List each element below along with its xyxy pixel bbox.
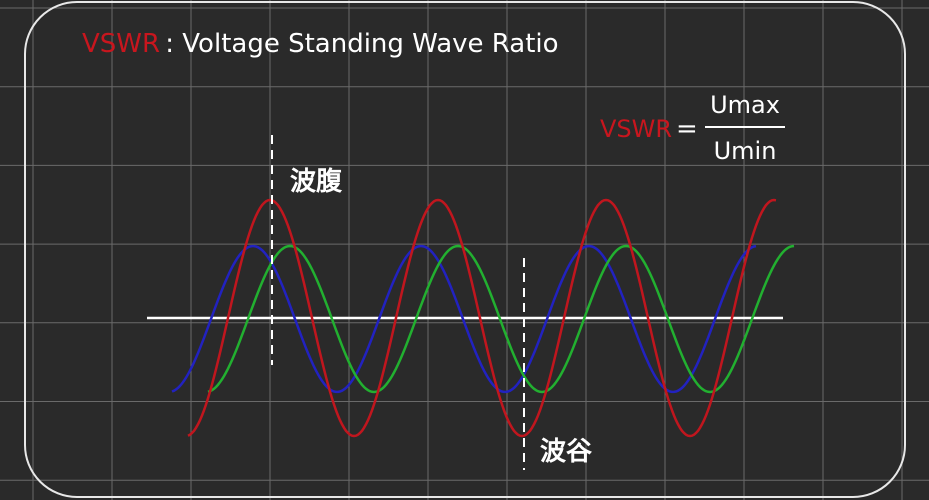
formula-denominator: Umin xyxy=(714,137,777,165)
formula-lhs: VSWR xyxy=(600,115,672,143)
wave xyxy=(207,244,795,394)
title: VSWR: Voltage Standing Wave Ratio xyxy=(82,29,559,59)
formula-equals: = xyxy=(676,114,698,144)
wave xyxy=(171,244,757,394)
frame xyxy=(24,1,906,498)
node-label: 波谷 xyxy=(540,437,593,467)
waves xyxy=(171,198,795,438)
formula-numerator: Umax xyxy=(710,91,780,119)
wave xyxy=(187,198,777,438)
title-acronym: VSWR xyxy=(82,29,160,59)
title-text: : Voltage Standing Wave Ratio xyxy=(165,29,558,59)
antinode-label: 波腹 xyxy=(290,166,343,197)
